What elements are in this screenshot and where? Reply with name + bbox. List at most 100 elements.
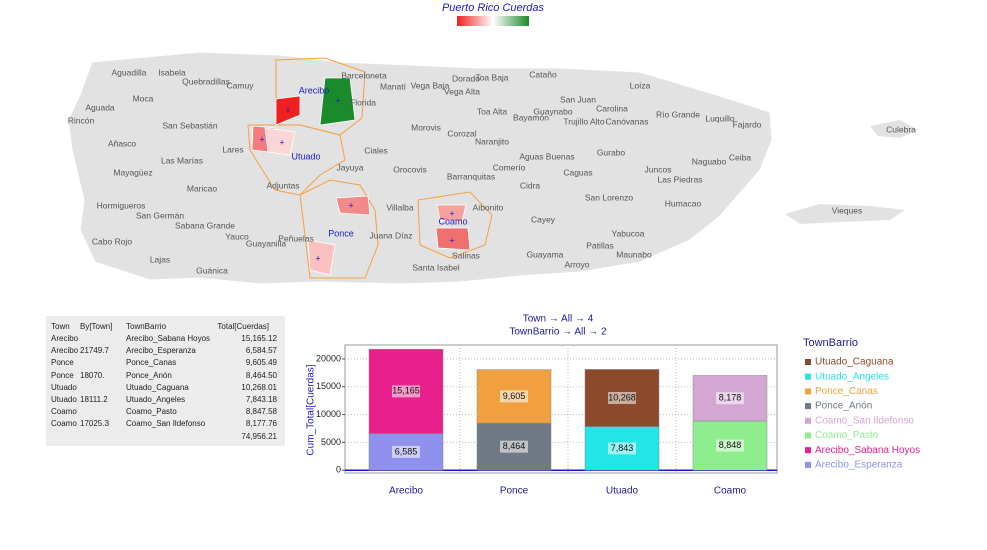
by-town-cell: 17025.3 [80,419,109,429]
town-label: Peñuelas [278,233,313,243]
town-label: Trujillo Alto [563,116,605,126]
highlighted-town-label: Ponce [328,228,354,238]
table-row: Coamo Coamo_Pasto 8,847.58 [46,407,285,419]
table-row: Coamo 17025.3 Coamo_San Ildefonso 8,177.76 [46,419,285,431]
total-cell: 6,584.57 [245,346,277,356]
town-label: Carolina [596,103,628,113]
header-cell: By[Town] [80,322,113,331]
town-label: Fajardo [733,119,762,129]
total-row: 74,956.21 [46,432,285,444]
town-label: Vieques [832,205,863,215]
town-label: Morovis [411,122,441,132]
legend-title: TownBarrio [803,337,858,349]
barrio-cell: Arecibo_Esperanza [126,346,196,356]
highlighted-barrios [251,77,471,276]
table-header: Town By[Town] TownBarrio Total[Cuerdas] [46,322,285,334]
town-label: Cidra [520,180,541,190]
town-cell: Ponce [51,358,74,368]
town-label: Jayuya [337,162,364,172]
total-cell: 8,847.58 [245,407,277,417]
town-label: Yabucoa [612,228,645,238]
legend-label: Ponce_Canas [815,386,878,397]
town-label: Cabo Rojo [92,236,132,246]
barrio-cell: Utuado_Caguana [126,382,189,392]
town-label: Añasco [108,138,137,148]
data-table: Town By[Town] TownBarrio Total[Cuerdas] Arec… [46,316,285,446]
legend-swatch [805,447,811,454]
town-label: Toa Alta [477,106,508,116]
header-cell: Total[Cuerdas] [217,322,269,331]
table-row: Ponce Ponce_Canas 9,605.49 [46,358,285,370]
value-label: 9,605 [503,391,526,401]
town-label: Guánica [196,265,228,275]
color-scale [457,16,529,26]
town-label: Ceiba [729,152,751,162]
town-label: Humacao [665,198,702,208]
town-label: Luquillo [705,113,735,123]
town-label: Adjuntas [266,180,299,190]
town-label: Culebra [886,124,916,134]
town-label: Lares [222,144,243,154]
town-label: Patillas [586,240,613,250]
town-label: Bayamón [513,112,549,122]
town-label: Río Grande [656,109,700,119]
legend-label: Arecibo_Esperanza [815,460,903,471]
legend-label: Utuado_Caguana [815,357,894,368]
town-label: Santa Isabel [412,262,459,272]
x-tick-label: Ponce [500,486,529,497]
total-cell: 15,165.12 [241,334,277,343]
town-label: Las Marías [161,155,203,165]
legend-swatch [805,432,811,439]
y-tick-label: 10000 [316,409,341,419]
centroid-marker: + [279,137,284,147]
town-label: Guayama [527,249,564,259]
centroid-marker: + [449,235,454,245]
town-label: Corozal [447,128,476,138]
value-label: 6,585 [395,446,418,456]
town-label: Vega Alta [444,86,480,96]
town-label: Rincón [68,115,95,125]
value-label: 10,268 [608,392,636,402]
grand-total: 74,956.21 [241,431,277,441]
centroid-marker: + [285,105,290,115]
x-tick-label: Arecibo [389,486,423,497]
town-label: Hormigueros [97,200,146,210]
town-label: San Germán [136,210,184,220]
town-label: Dorado [452,73,480,83]
centroid-marker: + [449,208,454,218]
town-label: Villalba [386,202,414,212]
vieques [785,204,905,224]
town-label: Gurabo [597,147,626,157]
town-label: Naranjito [475,136,509,146]
centroid-marker: + [335,95,340,105]
town-label: Barceloneta [341,70,387,80]
town-label: Maricao [187,183,218,193]
chart-subtitle: TownBarrio → All → 2 [509,327,607,338]
centroid-marker: + [348,200,353,210]
barrio-cell: Ponce_Anón [126,370,172,380]
chart-title: Town → All → 4 [523,314,594,325]
town-cell: Coamo [51,407,77,417]
town-label: Vega Baja [411,80,450,90]
centroid-marker: + [259,134,264,144]
table-row: Ponce 18070. Ponce_Anón 8,464.50 [46,371,285,383]
town-label: Lajas [150,254,170,264]
legend-swatch [805,388,811,395]
town-label: San Juan [560,94,596,104]
town-label: Aguada [85,102,115,112]
town-label: Naguabo [692,156,727,166]
legend-label: Coamo_San Ildefonso [815,415,914,426]
total-cell: 10,268.01 [241,382,277,392]
barrio-cell: Arecibo_Sabana Hoyos [126,334,211,343]
town-label: Cataño [529,69,557,79]
header-cell: TownBarrio [126,322,167,331]
town-label: Quebradillas [182,76,230,86]
value-label: 15,165 [392,386,420,396]
bar-segment [692,420,768,471]
legend-label: Arecibo_Sabana Hoyos [815,445,920,456]
legend-swatch [805,359,811,365]
value-label-box [392,385,420,398]
centroid-marker: + [315,253,320,263]
